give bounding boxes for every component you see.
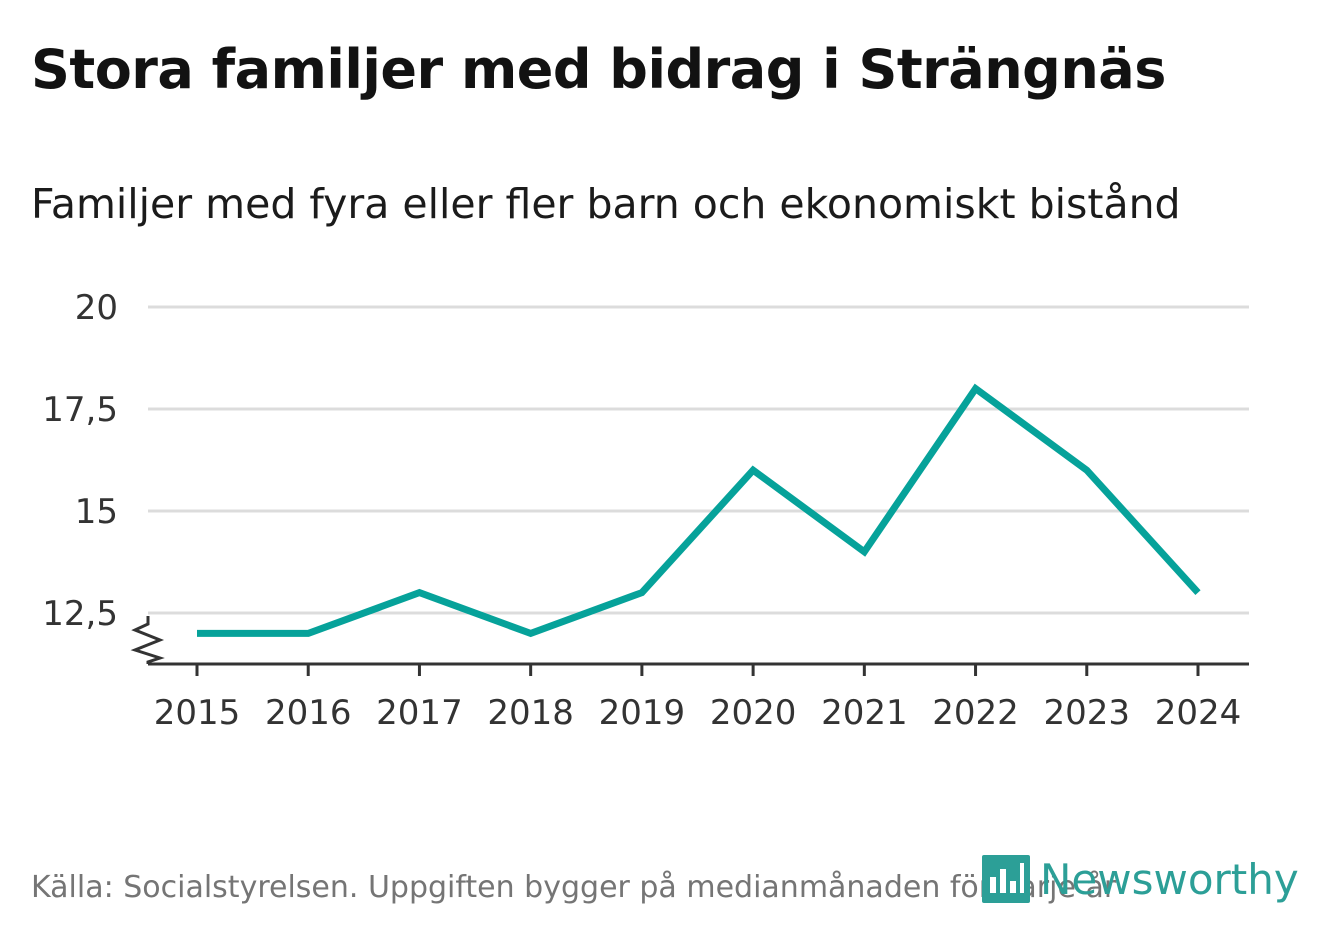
newsworthy-logo-icon [982,855,1030,903]
brand-name: Newsworthy [1040,854,1299,904]
x-tick-label: 2024 [1155,693,1242,733]
series-familjer [197,383,1201,638]
series-line [197,383,1201,638]
axis-break-icon [130,616,165,664]
x-tick-label: 2015 [154,693,241,733]
gridlines [148,305,1249,615]
y-axis-tick-labels: 12,5 15 17,5 20 [42,288,118,634]
y-tick-label: 12,5 [42,594,118,634]
chart-subtitle: Familjer med fyra eller fler barn och ek… [31,180,1181,228]
x-tick-label: 2022 [932,693,1019,733]
x-tick-label: 2016 [265,693,352,733]
x-tick-label: 2018 [487,693,574,733]
x-tick-label: 2021 [821,693,908,733]
source-note: Källa: Socialstyrelsen. Uppgiften bygger… [31,870,1117,905]
x-tick-label: 2017 [376,693,463,733]
y-tick-label: 15 [75,492,118,532]
x-axis-ticks: 2015 2016 2017 2018 2019 2020 2021 2022 2023 2024 [154,664,1242,733]
x-tick-label: 2023 [1044,693,1131,733]
x-tick-label: 2020 [710,693,797,733]
chart-title: Stora familjer med bidrag i Strängnäs [31,38,1166,101]
x-tick-label: 2019 [599,693,686,733]
y-tick-label: 20 [75,288,118,328]
x-axis [130,616,1249,666]
y-tick-label: 17,5 [42,390,118,430]
newsworthy-brand: Newsworthy [982,849,1299,909]
